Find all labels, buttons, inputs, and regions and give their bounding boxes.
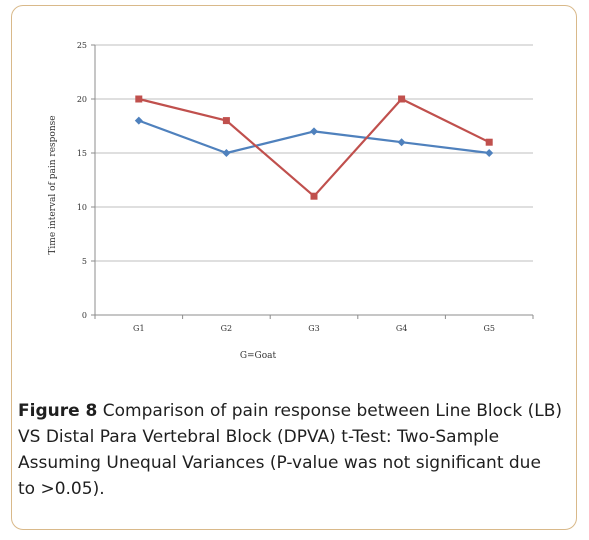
x-tick-label: G5 (483, 324, 494, 333)
y-tick-labels: 0 5 10 15 20 25 (77, 41, 87, 320)
y-tick-label: 10 (77, 203, 87, 212)
data-point (485, 149, 494, 157)
x-tick-label: G2 (221, 324, 232, 333)
data-point (310, 127, 318, 136)
y-axis-label: Time interval of pain response (48, 115, 58, 254)
x-tick-label: G1 (133, 324, 144, 333)
data-point (222, 149, 231, 157)
data-point (310, 192, 318, 200)
y-tick-label: 15 (77, 149, 87, 158)
series-1 (134, 116, 494, 157)
x-tick-label: G4 (396, 324, 407, 333)
data-point (222, 117, 230, 125)
x-axis-label: G=Goat (240, 351, 277, 361)
x-tick-labels: G1 G2 G3 G4 G5 (94, 315, 534, 333)
series-2 (135, 95, 493, 200)
gridlines (91, 44, 533, 316)
data-point (485, 138, 493, 146)
line-chart: 0 5 10 15 20 25 G1 G2 G3 G4 G5 Time interval of p… (48, 41, 534, 361)
caption-text: Comparison of pain response between Line… (18, 401, 563, 499)
figure-caption: Figure 8 Comparison of pain response bet… (18, 398, 563, 502)
x-tick-label: G3 (308, 324, 319, 333)
y-tick-label: 0 (82, 311, 87, 320)
data-point (134, 116, 143, 125)
y-tick-label: 5 (82, 257, 87, 266)
data-point (397, 138, 406, 147)
caption-label: Figure 8 (18, 401, 98, 421)
figure-frame (11, 5, 577, 530)
data-point (398, 95, 406, 103)
y-tick-label: 25 (77, 41, 87, 50)
data-point (135, 95, 143, 103)
y-tick-label: 20 (77, 95, 87, 104)
series-group (134, 95, 494, 200)
series-line (138, 119, 490, 155)
